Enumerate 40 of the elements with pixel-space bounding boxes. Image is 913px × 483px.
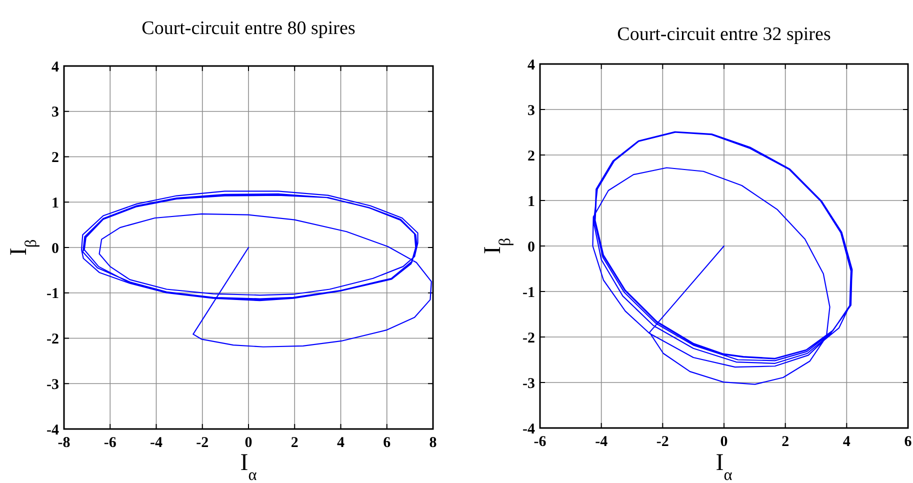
x-tick-label: -2 xyxy=(196,435,209,451)
x-tick-label: 0 xyxy=(720,434,728,450)
y-tick-label: -2 xyxy=(522,330,535,346)
line-series xyxy=(592,131,853,385)
x-tick-label: -6 xyxy=(534,434,547,450)
x-tick-label: 8 xyxy=(429,435,437,451)
x-tick-label: -4 xyxy=(150,435,163,451)
chart-title: Court-circuit entre 32 spires xyxy=(617,24,831,45)
y-tick-label: 0 xyxy=(52,240,59,257)
x-tick-label: -2 xyxy=(656,434,669,450)
y-tick-label: -3 xyxy=(46,376,59,393)
y-tick-label: 4 xyxy=(52,59,60,76)
line-series xyxy=(80,190,432,348)
chart-title: Court-circuit entre 80 spires xyxy=(142,18,356,39)
y-tick-label: 3 xyxy=(52,104,59,121)
x-tick-label: -4 xyxy=(595,434,608,450)
y-tick-label: -4 xyxy=(46,422,60,438)
x-tick-label: 6 xyxy=(383,435,392,451)
x-tick-label: 4 xyxy=(337,435,345,451)
x-tick-label: 0 xyxy=(244,435,252,451)
y-tick-label: -1 xyxy=(46,286,59,302)
x-tick-label: 2 xyxy=(290,435,298,451)
y-tick-label: 3 xyxy=(528,102,535,119)
y-tick-label: 0 xyxy=(528,239,535,256)
x-axis-title: I$_{α}$ xyxy=(716,450,733,483)
y-tick-label: -3 xyxy=(522,376,535,392)
y-tick-label: 4 xyxy=(528,57,536,74)
x-axis-title: I$_{α}$ xyxy=(240,450,258,483)
x-tick-label: 2 xyxy=(782,434,790,450)
y-tick-label: -2 xyxy=(46,332,59,348)
x-tick-label: -8 xyxy=(58,435,70,451)
y-tick-label: 1 xyxy=(528,194,535,210)
y-tick-label: -4 xyxy=(522,421,536,438)
x-tick-label: 4 xyxy=(842,434,851,450)
x-tick-label: -6 xyxy=(104,435,117,451)
y-tick-label: 2 xyxy=(52,150,59,166)
y-tick-label: -1 xyxy=(522,284,535,301)
x-tick-label: 6 xyxy=(904,434,912,450)
y-tick-label: 1 xyxy=(52,195,59,212)
y-tick-label: 2 xyxy=(528,148,535,164)
